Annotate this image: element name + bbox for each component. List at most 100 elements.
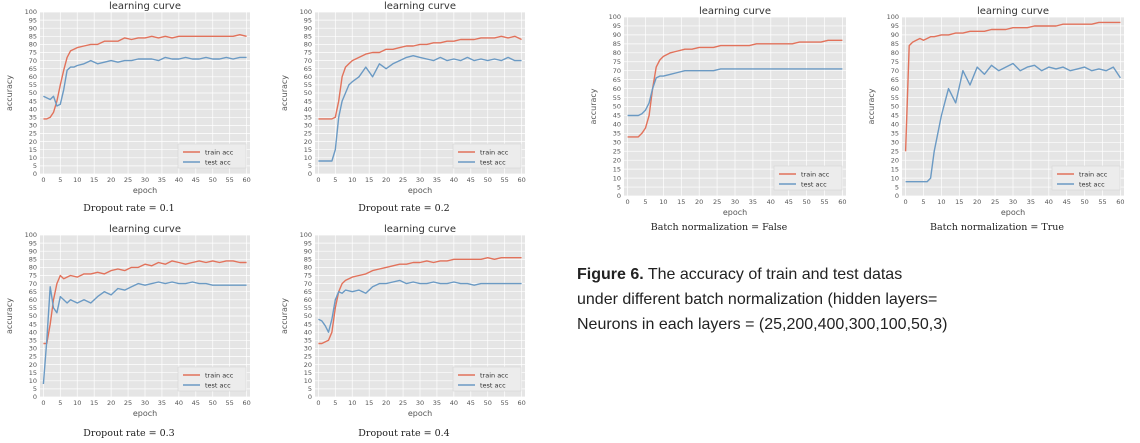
x-tick-label: 10 — [73, 399, 81, 407]
x-tick-label: 40 — [767, 198, 775, 206]
x-tick-label: 50 — [484, 399, 492, 407]
x-tick-label: 5 — [333, 176, 337, 184]
x-tick-label: 20 — [382, 176, 390, 184]
y-tick-label: 85 — [613, 40, 621, 48]
y-tick-label: 70 — [304, 57, 312, 65]
figure-caption-line-1: Figure 6. The accuracy of train and test… — [577, 262, 1140, 287]
y-tick-label: 95 — [29, 239, 37, 247]
x-tick-label: 15 — [90, 176, 98, 184]
x-tick-label: 60 — [242, 176, 250, 184]
y-tick-label: 100 — [300, 8, 312, 16]
y-tick-label: 80 — [304, 264, 312, 272]
legend-box — [177, 366, 247, 392]
x-tick-label: 25 — [399, 176, 407, 184]
y-tick-label: 25 — [613, 147, 621, 155]
x-tick-label: 45 — [1063, 198, 1071, 206]
x-tick-label: 40 — [1045, 198, 1053, 206]
y-tick-label: 35 — [613, 130, 621, 138]
x-tick-label: 60 — [517, 176, 525, 184]
x-tick-label: 60 — [517, 399, 525, 407]
y-tick-label: 30 — [304, 122, 312, 130]
y-tick-label: 0 — [33, 170, 37, 178]
x-tick-label: 10 — [937, 198, 945, 206]
y-tick-label: 0 — [308, 393, 312, 401]
x-tick-label: 5 — [58, 176, 62, 184]
x-tick-label: 60 — [242, 399, 250, 407]
y-tick-label: 35 — [891, 130, 899, 138]
y-axis-label: accuracy — [280, 298, 289, 334]
legend-label: train acc — [205, 148, 234, 156]
y-tick-label: 90 — [891, 31, 899, 39]
y-tick-label: 20 — [304, 361, 312, 369]
y-tick-label: 50 — [29, 89, 37, 97]
y-tick-label: 75 — [613, 58, 621, 66]
y-axis-label: accuracy — [867, 88, 876, 124]
y-tick-label: 65 — [29, 288, 37, 296]
chart-svg: learning curve05101520253035404550556065… — [589, 6, 847, 217]
y-tick-label: 60 — [29, 296, 37, 304]
y-tick-label: 100 — [609, 13, 621, 21]
y-tick-label: 85 — [29, 256, 37, 264]
y-tick-label: 30 — [29, 345, 37, 353]
y-tick-label: 60 — [304, 296, 312, 304]
y-tick-label: 10 — [891, 174, 899, 182]
y-tick-label: 5 — [895, 183, 899, 191]
x-tick-label: 35 — [158, 399, 166, 407]
legend-label: train acc — [801, 170, 830, 178]
x-tick-label: 30 — [1009, 198, 1017, 206]
x-tick-label: 35 — [1027, 198, 1035, 206]
legend-label: test acc — [480, 158, 506, 166]
y-tick-label: 20 — [613, 156, 621, 164]
x-tick-label: 10 — [348, 399, 356, 407]
y-tick-label: 70 — [891, 67, 899, 75]
y-tick-label: 60 — [613, 85, 621, 93]
x-axis-label: epoch — [133, 409, 157, 418]
y-tick-label: 35 — [304, 337, 312, 345]
legend-label: test acc — [1079, 180, 1105, 188]
x-tick-label: 25 — [713, 198, 721, 206]
legend-box — [773, 165, 843, 191]
x-tick-label: 55 — [226, 399, 234, 407]
figure-caption-text: The accuracy of train and test datas — [643, 266, 903, 283]
y-tick-label: 45 — [304, 97, 312, 105]
x-tick-label: 30 — [416, 399, 424, 407]
test-acc-line — [318, 55, 522, 162]
x-tick-label: 15 — [90, 399, 98, 407]
y-tick-label: 70 — [613, 67, 621, 75]
x-tick-label: 10 — [348, 176, 356, 184]
train-acc-line — [904, 21, 1121, 152]
y-tick-label: 35 — [29, 337, 37, 345]
y-tick-label: 55 — [29, 304, 37, 312]
chart-title: learning curve — [109, 224, 181, 235]
x-axis-label: epoch — [1001, 208, 1025, 217]
y-tick-label: 45 — [304, 320, 312, 328]
x-tick-label: 45 — [192, 176, 200, 184]
train-acc-line — [627, 39, 843, 138]
y-tick-label: 80 — [891, 49, 899, 57]
x-tick-label: 40 — [450, 176, 458, 184]
y-tick-label: 25 — [29, 353, 37, 361]
x-tick-label: 25 — [399, 399, 407, 407]
chart-title: learning curve — [699, 6, 771, 17]
y-tick-label: 85 — [304, 33, 312, 41]
y-tick-label: 90 — [613, 31, 621, 39]
y-tick-label: 40 — [304, 328, 312, 336]
x-tick-label: 45 — [192, 399, 200, 407]
chart-panel-dropout-0-2: learning curve 0 5 10 15 20 25 30 35 40 45 50 55 60 65… — [275, 0, 533, 198]
legend-box — [452, 366, 522, 392]
y-tick-label: 70 — [29, 280, 37, 288]
y-tick-label: 45 — [29, 320, 37, 328]
x-tick-label: 20 — [107, 176, 115, 184]
y-tick-label: 15 — [891, 165, 899, 173]
y-tick-label: 15 — [304, 146, 312, 154]
y-tick-label: 65 — [29, 65, 37, 73]
y-tick-label: 20 — [29, 361, 37, 369]
chart-svg: learning curve05101520253035404550556065… — [867, 6, 1125, 217]
chart-panel-batchnorm-false: learning curve 0 5 10 15 20 25 30 35 40 45 50 55 60 65… — [584, 5, 854, 220]
legend-box — [1051, 165, 1121, 191]
y-tick-label: 5 — [308, 385, 312, 393]
legend-box — [177, 143, 247, 169]
train-acc-line — [318, 257, 522, 345]
x-tick-label: 5 — [643, 198, 647, 206]
y-tick-label: 80 — [304, 41, 312, 49]
